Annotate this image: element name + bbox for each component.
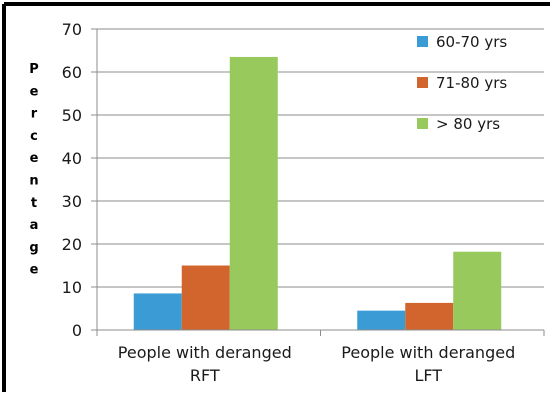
- y-axis-label-letter: g: [29, 240, 38, 255]
- bar-71-80-yrs: [181, 265, 230, 330]
- y-axis-label-letter: t: [31, 196, 37, 211]
- legend-label: 71-80 yrs: [436, 74, 507, 92]
- legend-label: > 80 yrs: [436, 115, 500, 133]
- legend-swatch: [417, 77, 428, 88]
- legend-swatch: [417, 118, 428, 129]
- bar-60-70-yrs: [357, 310, 406, 330]
- legend-swatch: [417, 36, 428, 47]
- y-tick-label: 40: [62, 149, 82, 168]
- y-tick-label: 20: [62, 235, 82, 254]
- y-tick-label: 60: [62, 63, 82, 82]
- y-axis-label-letter: n: [29, 174, 38, 189]
- y-tick-label: 30: [62, 192, 82, 211]
- y-axis-label-letter: r: [31, 107, 38, 122]
- y-tick-label: 50: [62, 106, 82, 125]
- bar-71-80-yrs: [405, 302, 454, 330]
- y-axis-label-letter: e: [30, 84, 39, 99]
- y-tick-label: 0: [72, 321, 82, 340]
- bar-60-70-yrs: [133, 293, 182, 330]
- y-axis-label-letter: a: [30, 218, 39, 233]
- axes: [91, 28, 545, 336]
- bar-80-yrs: [229, 56, 278, 330]
- gridlines: [97, 28, 544, 288]
- legend-label: 60-70 yrs: [436, 33, 507, 51]
- bar-80-yrs: [453, 251, 502, 330]
- category-label: RFT: [190, 366, 220, 385]
- y-axis-label-letter: e: [30, 263, 39, 278]
- legend: 60-70 yrs 71-80 yrs > 80 yrs: [417, 33, 507, 133]
- bars: [133, 56, 502, 330]
- y-tick-label: 70: [62, 20, 82, 39]
- category-label: LFT: [414, 366, 442, 385]
- category-label: People with deranged: [341, 343, 515, 362]
- category-label: People with deranged: [118, 343, 292, 362]
- y-axis-label-letter: e: [30, 151, 39, 166]
- category-labels: People with deranged RFT People with deran…: [118, 343, 515, 385]
- y-tick-labels: 0 10 20 30 40 50 60 70: [62, 20, 82, 340]
- y-axis-label-letter: c: [30, 129, 38, 144]
- y-axis-label-letter: P: [29, 62, 39, 77]
- y-tick-label: 10: [62, 278, 82, 297]
